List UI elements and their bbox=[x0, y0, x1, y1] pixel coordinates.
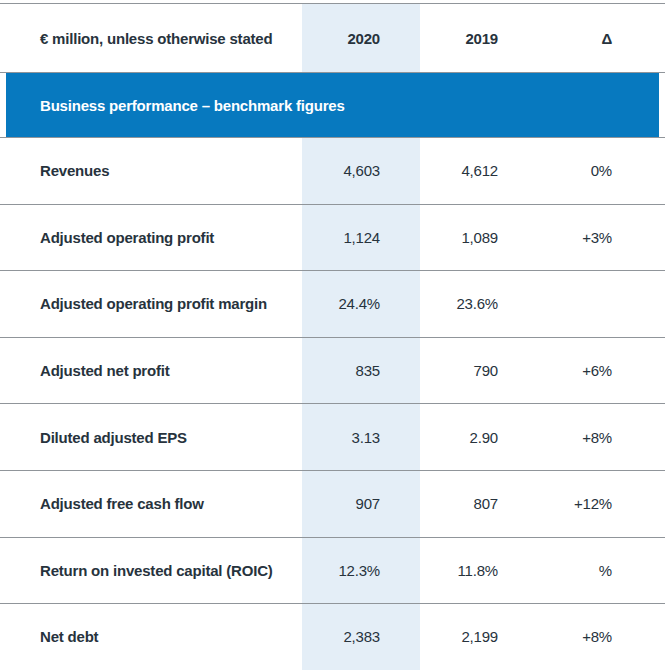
section-banner: Business performance – benchmark figures bbox=[6, 73, 659, 137]
table-row: Adjusted operating profit margin 24.4% 2… bbox=[0, 270, 665, 337]
row-label: Adjusted operating profit margin bbox=[0, 271, 302, 337]
header-column-delta: Δ bbox=[538, 4, 665, 72]
table-row: Revenues 4,603 4,612 0% bbox=[0, 137, 665, 204]
header-column-2019: 2019 bbox=[420, 4, 538, 72]
row-label: Return on invested capital (ROIC) bbox=[0, 538, 302, 604]
row-label: Adjusted net profit bbox=[0, 338, 302, 404]
value-2019: 790 bbox=[420, 338, 538, 404]
value-2019: 2,199 bbox=[420, 604, 538, 670]
table-row: Adjusted free cash flow 907 807 +12% bbox=[0, 470, 665, 537]
value-delta: +6% bbox=[538, 338, 665, 404]
value-2019: 1,089 bbox=[420, 205, 538, 271]
table-row: Adjusted net profit 835 790 +6% bbox=[0, 337, 665, 404]
value-2020: 2,383 bbox=[302, 604, 420, 670]
value-delta bbox=[538, 271, 665, 337]
row-label: Adjusted free cash flow bbox=[0, 471, 302, 537]
table-row: Return on invested capital (ROIC) 12.3% … bbox=[0, 537, 665, 604]
table-header-row: € million, unless otherwise stated 2020 … bbox=[0, 3, 665, 72]
value-2020: 835 bbox=[302, 338, 420, 404]
table-row: Diluted adjusted EPS 3.13 2.90 +8% bbox=[0, 403, 665, 470]
value-2019: 807 bbox=[420, 471, 538, 537]
row-label: Diluted adjusted EPS bbox=[0, 404, 302, 470]
row-label: Revenues bbox=[0, 138, 302, 204]
table-row: Net debt 2,383 2,199 +8% bbox=[0, 603, 665, 670]
value-2019: 2.90 bbox=[420, 404, 538, 470]
value-delta: +8% bbox=[538, 604, 665, 670]
row-label: Adjusted operating profit bbox=[0, 205, 302, 271]
row-label: Net debt bbox=[0, 604, 302, 670]
section-title: Business performance – benchmark figures bbox=[40, 97, 345, 114]
value-2020: 3.13 bbox=[302, 404, 420, 470]
financial-summary-table: € million, unless otherwise stated 2020 … bbox=[0, 0, 665, 670]
value-2020: 1,124 bbox=[302, 205, 420, 271]
value-delta: 0% bbox=[538, 138, 665, 204]
value-2019: 11.8% bbox=[420, 538, 538, 604]
value-2020: 4,603 bbox=[302, 138, 420, 204]
value-2019: 4,612 bbox=[420, 138, 538, 204]
value-2019: 23.6% bbox=[420, 271, 538, 337]
value-2020: 12.3% bbox=[302, 538, 420, 604]
section-banner-row: Business performance – benchmark figures bbox=[0, 72, 665, 137]
table-body: Revenues 4,603 4,612 0% Adjusted operati… bbox=[0, 137, 665, 670]
header-unit-note: € million, unless otherwise stated bbox=[0, 4, 302, 72]
value-delta: % bbox=[538, 538, 665, 604]
table-row: Adjusted operating profit 1,124 1,089 +3… bbox=[0, 204, 665, 271]
value-2020: 907 bbox=[302, 471, 420, 537]
value-2020: 24.4% bbox=[302, 271, 420, 337]
header-column-2020: 2020 bbox=[302, 4, 420, 72]
value-delta: +12% bbox=[538, 471, 665, 537]
value-delta: +3% bbox=[538, 205, 665, 271]
value-delta: +8% bbox=[538, 404, 665, 470]
